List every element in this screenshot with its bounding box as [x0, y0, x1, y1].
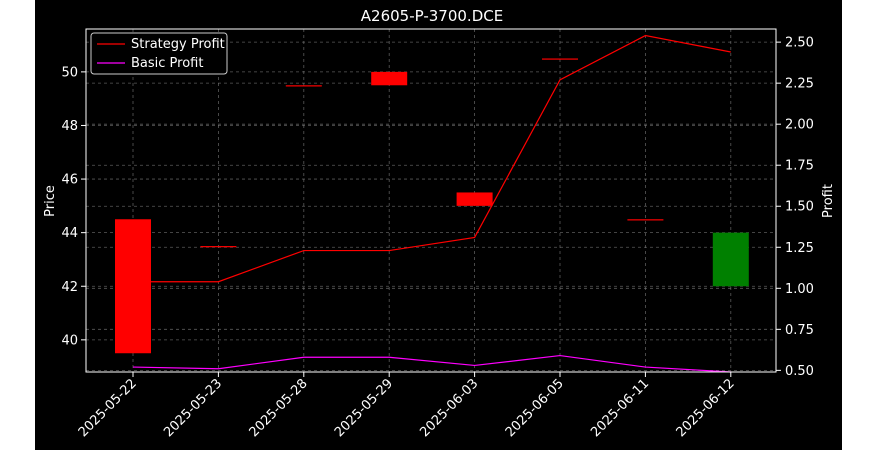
candle-2025-06-11 — [627, 219, 664, 221]
y-tick-label-left: 40 — [61, 333, 78, 348]
series-line-basic-profit — [132, 354, 731, 373]
candles — [115, 58, 749, 354]
y-tick-label-left: 42 — [61, 280, 78, 295]
y-tick-label-right: 2.00 — [785, 118, 814, 133]
y-tick-label-right: 0.50 — [785, 364, 814, 379]
y-tick-label-right: 1.00 — [785, 282, 814, 297]
y-tick-label-left: 50 — [61, 65, 78, 80]
candle-2025-05-28 — [285, 85, 322, 87]
chart-title: A2605-P-3700.DCE — [361, 7, 503, 25]
candle-2025-06-05 — [542, 58, 578, 60]
figure-background — [35, 0, 842, 450]
y-axis-label-right: Profit — [821, 184, 836, 218]
y-tick-label-right: 1.50 — [785, 200, 814, 215]
y-tick-label-left: 48 — [61, 119, 78, 134]
plot-frame — [85, 28, 777, 373]
candle-2025-05-23 — [200, 246, 237, 248]
candle-2025-06-12 — [712, 232, 749, 287]
candle-2025-05-29 — [371, 71, 408, 86]
series-line-strategy-profit — [133, 34, 731, 283]
y-tick-label-right: 2.50 — [785, 36, 814, 51]
legend-label-basic-profit: Basic Profit — [131, 56, 203, 71]
legend-box — [90, 32, 228, 75]
y-axis-label-left: Price — [43, 185, 58, 217]
y-tick-label-left: 44 — [61, 226, 78, 241]
candle-2025-05-22 — [115, 219, 151, 354]
profit-lines — [132, 34, 731, 373]
legend-label-strategy-profit: Strategy Profit — [131, 37, 225, 52]
y-tick-label-right: 1.75 — [785, 159, 814, 174]
legend: Strategy Profit Basic Profit — [90, 32, 228, 75]
right-axis: 0.50 0.75 1.00 1.25 1.50 1.75 2.00 2.25 2.50 — [776, 36, 814, 379]
y-tick-label-right: 0.75 — [785, 323, 814, 338]
y-tick-label-right: 2.25 — [785, 77, 814, 92]
y-tick-label-left: 46 — [61, 173, 78, 188]
candle-2025-06-03 — [456, 192, 493, 206]
y-tick-label-right: 1.25 — [785, 241, 814, 256]
left-axis: 40 42 44 46 48 50 — [61, 65, 86, 348]
